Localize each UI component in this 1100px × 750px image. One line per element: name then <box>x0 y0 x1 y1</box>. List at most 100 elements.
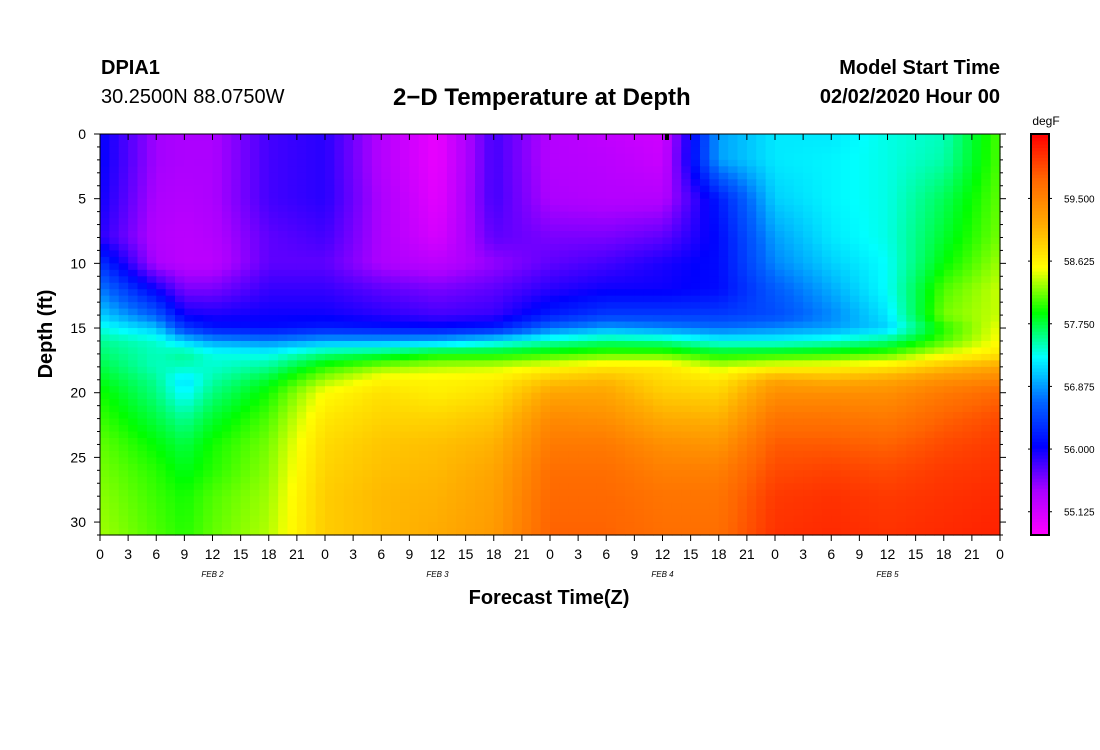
heatmap-cell <box>175 437 185 446</box>
heatmap-cell <box>868 289 879 297</box>
heatmap-cell <box>840 295 851 303</box>
heatmap-cell <box>531 353 542 361</box>
heatmap-cell <box>484 437 495 446</box>
heatmap-cell <box>484 250 495 258</box>
heatmap-cell <box>840 224 851 232</box>
heatmap-cell <box>831 444 842 452</box>
heatmap-cell <box>287 386 298 394</box>
heatmap-cell <box>831 159 842 167</box>
heatmap-cell <box>690 269 701 277</box>
heatmap-cell <box>634 444 645 452</box>
heatmap-cell <box>371 198 382 206</box>
heatmap-cell <box>221 386 232 394</box>
heatmap-cell <box>512 179 523 187</box>
heatmap-cell <box>446 386 457 394</box>
heatmap-cell <box>737 211 748 219</box>
heatmap-cell <box>221 256 232 264</box>
heatmap-cell <box>418 153 429 161</box>
heatmap-cell <box>728 224 739 232</box>
heatmap-cell <box>728 205 739 213</box>
heatmap-cell <box>615 328 626 336</box>
heatmap-cell <box>850 134 860 142</box>
heatmap-cell <box>315 399 326 407</box>
heatmap-cell <box>531 166 542 174</box>
heatmap-cell <box>793 437 804 446</box>
heatmap-cell <box>250 425 260 433</box>
heatmap-cell <box>634 340 645 349</box>
heatmap-cell <box>137 269 148 277</box>
heatmap-cell <box>962 276 973 284</box>
heatmap-cell <box>493 353 504 361</box>
heatmap-cell <box>137 321 148 329</box>
heatmap-cell <box>700 392 710 400</box>
heatmap-cell <box>709 282 720 290</box>
heatmap-cell <box>850 405 860 413</box>
heatmap-cell <box>690 243 701 252</box>
heatmap-cell <box>475 412 485 420</box>
heatmap-cell <box>681 353 692 361</box>
heatmap-cell <box>287 146 298 155</box>
heatmap-cell <box>934 386 945 394</box>
heatmap-cell <box>643 146 654 155</box>
heatmap-cell <box>587 334 598 342</box>
heatmap-cell <box>662 205 673 213</box>
heatmap-cell <box>550 328 560 336</box>
heatmap-cell <box>512 295 523 303</box>
heatmap-cell <box>840 340 851 349</box>
heatmap-cell <box>915 399 926 407</box>
heatmap-cell <box>503 224 514 232</box>
heatmap-cell <box>418 302 429 310</box>
heatmap-cell <box>428 269 439 277</box>
heatmap-cell <box>325 425 335 433</box>
heatmap-cell <box>212 392 223 400</box>
heatmap-cell <box>643 282 654 290</box>
heatmap-cell <box>634 282 645 290</box>
heatmap-cell <box>315 185 326 193</box>
heatmap-cell <box>690 153 701 161</box>
heatmap-cell <box>821 140 832 148</box>
heatmap-cell <box>728 146 739 155</box>
heatmap-cell <box>906 450 917 458</box>
heatmap-cell <box>540 146 551 155</box>
heatmap-cell <box>943 276 954 284</box>
heatmap-cell <box>831 379 842 387</box>
heatmap-cell <box>137 302 148 310</box>
heatmap-cell <box>709 198 720 206</box>
heatmap-cell <box>653 153 664 161</box>
heatmap-cell <box>371 224 382 232</box>
heatmap-cell <box>175 373 185 381</box>
heatmap-cell <box>137 153 148 161</box>
heatmap-cell <box>268 211 279 219</box>
heatmap-cell <box>615 185 626 193</box>
heatmap-cell <box>840 418 851 426</box>
heatmap-cell <box>109 308 120 316</box>
heatmap-cell <box>521 444 532 452</box>
heatmap-cell <box>343 457 354 465</box>
heatmap-cell <box>953 444 964 452</box>
heatmap-cell <box>165 179 176 187</box>
heatmap-cell <box>343 166 354 174</box>
heatmap-cell <box>831 198 842 206</box>
heatmap-cell <box>831 231 842 239</box>
heatmap-cell <box>953 263 964 271</box>
heatmap-cell <box>296 250 307 258</box>
heatmap-cell <box>184 237 195 245</box>
heatmap-cell <box>634 431 645 439</box>
heatmap-cell <box>681 366 692 374</box>
heatmap-cell <box>653 340 664 349</box>
heatmap-cell <box>578 463 589 471</box>
heatmap-cell <box>775 172 785 180</box>
heatmap-cell <box>353 399 364 407</box>
heatmap-cell <box>784 328 795 336</box>
heatmap-cell <box>306 153 317 161</box>
heatmap-cell <box>203 159 214 167</box>
heatmap-cell <box>484 289 495 297</box>
heatmap-cell <box>662 218 673 226</box>
heatmap-cell <box>746 315 757 323</box>
heatmap-cell <box>371 185 382 193</box>
heatmap-cell <box>812 418 823 426</box>
heatmap-cell <box>625 166 635 174</box>
heatmap-cell <box>821 172 832 180</box>
heatmap-cell <box>887 315 898 323</box>
heatmap-cell <box>250 302 260 310</box>
